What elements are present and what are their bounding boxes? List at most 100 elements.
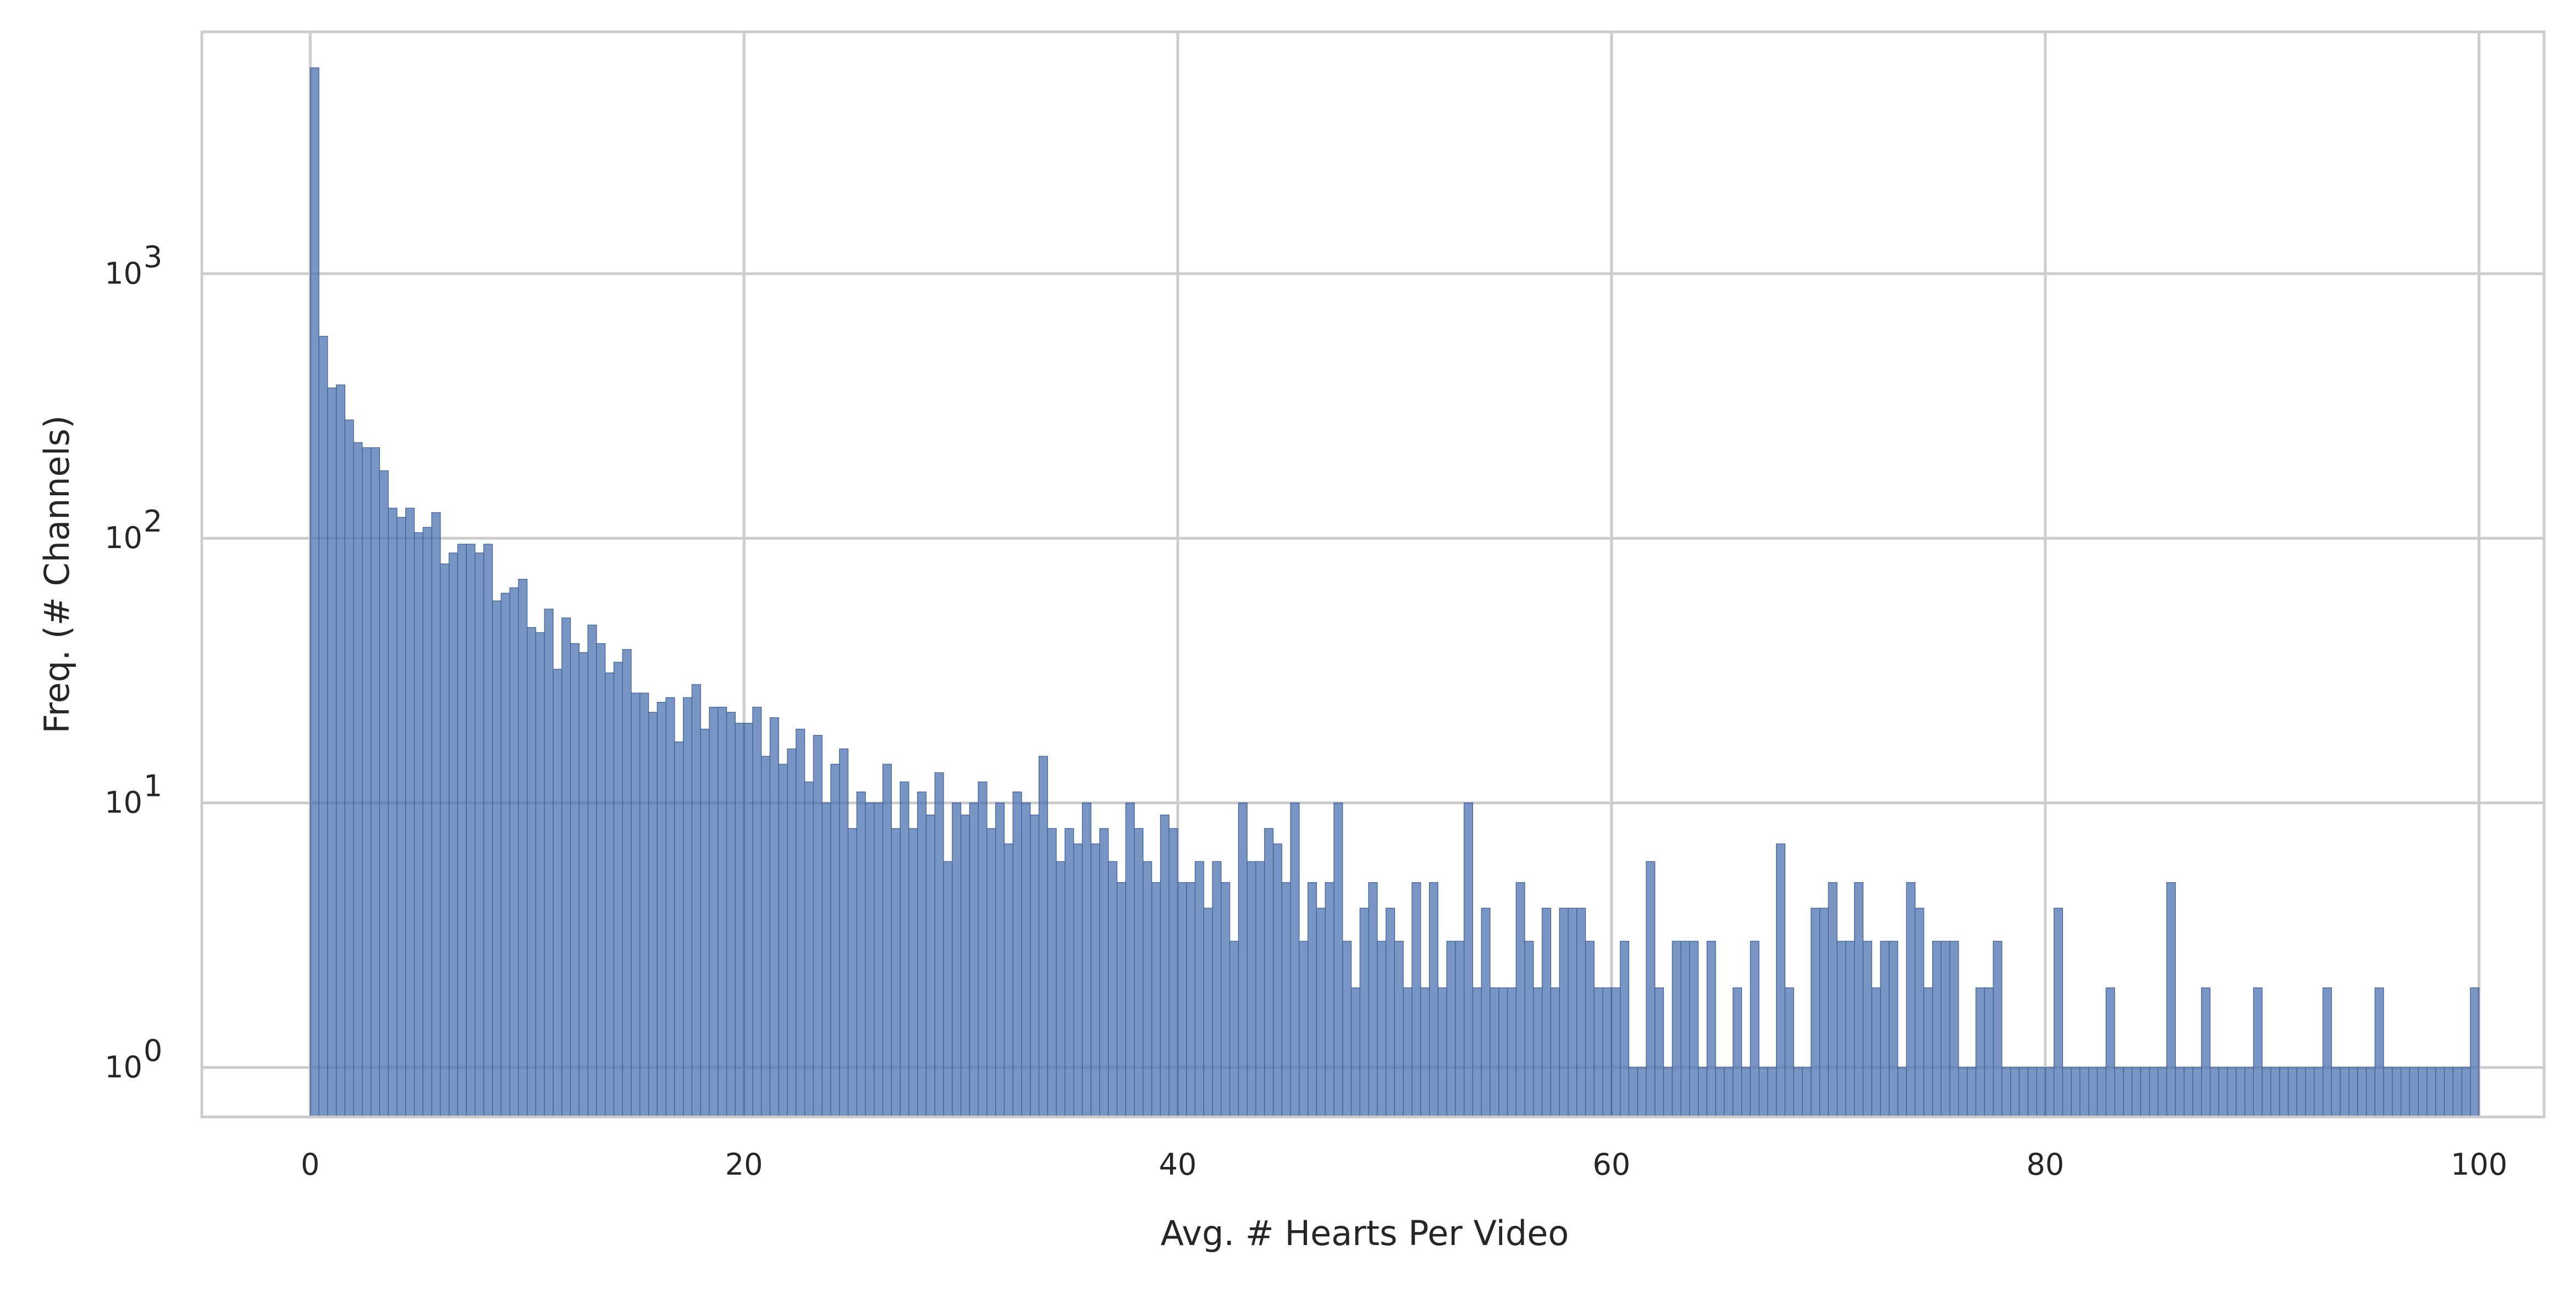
histogram-bar — [1628, 1067, 1638, 1117]
histogram-bar — [986, 828, 996, 1117]
histogram-bar — [1845, 941, 1855, 1117]
histogram-bar — [1221, 882, 1231, 1117]
histogram-bar — [2218, 1067, 2228, 1117]
histogram-bar — [1151, 882, 1161, 1117]
histogram-bar — [1602, 987, 1612, 1117]
histogram-bar — [2183, 1067, 2193, 1117]
histogram-bar — [405, 507, 415, 1117]
histogram-bar — [492, 600, 501, 1117]
histogram-bar — [1186, 882, 1196, 1117]
histogram-bar — [2418, 1067, 2428, 1117]
histogram-bar — [1940, 941, 1950, 1117]
histogram-bar — [2452, 1067, 2462, 1117]
histogram-bar — [2062, 1067, 2072, 1117]
histogram-bar — [431, 512, 441, 1117]
histogram-bar — [874, 802, 884, 1117]
histogram-bar — [1862, 941, 1872, 1117]
histogram-bar — [1515, 882, 1525, 1117]
histogram-bar — [2348, 1067, 2358, 1117]
histogram-bar — [1593, 987, 1603, 1117]
histogram-bar — [2166, 882, 2176, 1117]
histogram-bar — [691, 684, 701, 1117]
histogram-bar — [362, 447, 372, 1117]
histogram-bar — [1949, 941, 1959, 1117]
histogram-bar — [1264, 828, 1274, 1117]
histogram-bar — [1663, 1067, 1673, 1117]
histogram-bar — [388, 507, 398, 1117]
histogram-bar — [500, 593, 510, 1117]
histogram-bar — [700, 728, 710, 1117]
histogram-bar — [1576, 908, 1586, 1117]
histogram-bar — [2079, 1067, 2089, 1117]
histogram-bar — [2383, 1067, 2393, 1117]
histogram-bar — [2149, 1067, 2159, 1117]
histogram-bar — [1342, 941, 1352, 1117]
histogram-bar — [726, 712, 736, 1117]
histogram-bar — [2140, 1067, 2150, 1117]
histogram-bar — [1854, 882, 1864, 1117]
histogram-bar — [1082, 802, 1091, 1117]
histogram-bar — [2443, 1067, 2453, 1117]
histogram-bar — [995, 802, 1005, 1117]
histogram-bar — [2340, 1067, 2349, 1117]
histogram-bar — [865, 802, 875, 1117]
histogram-bar — [1056, 861, 1066, 1117]
histogram-bar — [1333, 802, 1343, 1117]
histogram-bar — [1750, 941, 1759, 1117]
histogram-bar — [379, 470, 389, 1117]
histogram-bar — [1446, 941, 1456, 1117]
histogram-bar — [561, 617, 571, 1117]
histogram-bar — [622, 649, 632, 1117]
histogram-bar — [882, 764, 892, 1117]
histogram-bar — [1229, 941, 1239, 1117]
histogram-bar — [1464, 802, 1474, 1117]
histogram-bar — [665, 697, 675, 1117]
histogram-bar — [2374, 987, 2384, 1117]
histogram-bar — [2392, 1067, 2402, 1117]
histogram-bar — [908, 828, 918, 1117]
histogram-bar — [1038, 756, 1048, 1117]
histogram-bar — [1811, 908, 1821, 1117]
histogram-bar — [318, 336, 328, 1117]
histogram-bar — [674, 742, 684, 1117]
histogram-bar — [2045, 1067, 2055, 1117]
histogram-bar — [1099, 828, 1109, 1117]
histogram-bar — [2296, 1067, 2306, 1117]
histogram-bar — [344, 419, 354, 1117]
histogram-bar — [527, 627, 537, 1117]
x-tick-label: 0 — [301, 1147, 319, 1182]
histogram-bar — [1490, 987, 1499, 1117]
histogram-bar — [2036, 1067, 2046, 1117]
histogram-bar — [2357, 1067, 2367, 1117]
histogram-bar — [1481, 908, 1491, 1117]
histogram-bar — [1819, 908, 1829, 1117]
histogram-bar — [718, 706, 727, 1117]
histogram-bar — [1533, 987, 1543, 1117]
histogram-bar — [2261, 1067, 2271, 1117]
histogram-bar — [2305, 1067, 2315, 1117]
histogram-bar — [1272, 843, 1282, 1117]
histogram-bar — [2470, 987, 2480, 1117]
histogram-bar — [2461, 1067, 2471, 1117]
histogram-bar — [1611, 987, 1621, 1117]
histogram-bar — [1194, 861, 1204, 1117]
histogram-bar — [1377, 941, 1387, 1117]
histogram-bar — [2192, 1067, 2202, 1117]
y-axis-label: Freq. (# Channels) — [37, 415, 77, 733]
histogram-bar — [1325, 882, 1334, 1117]
histogram-bar — [1203, 908, 1213, 1117]
histogram-bar — [2175, 1067, 2185, 1117]
histogram-bar — [596, 643, 606, 1117]
histogram-bar — [371, 447, 380, 1117]
histogram-bar — [778, 764, 788, 1117]
histogram-bar — [1238, 802, 1248, 1117]
histogram-bar — [1559, 908, 1569, 1117]
histogram-bar — [1134, 828, 1144, 1117]
histogram-bar — [1524, 941, 1534, 1117]
histogram-bar — [856, 792, 866, 1117]
histogram-bar — [1733, 987, 1742, 1117]
histogram-bar — [1672, 941, 1681, 1117]
histogram-bar — [900, 781, 909, 1117]
